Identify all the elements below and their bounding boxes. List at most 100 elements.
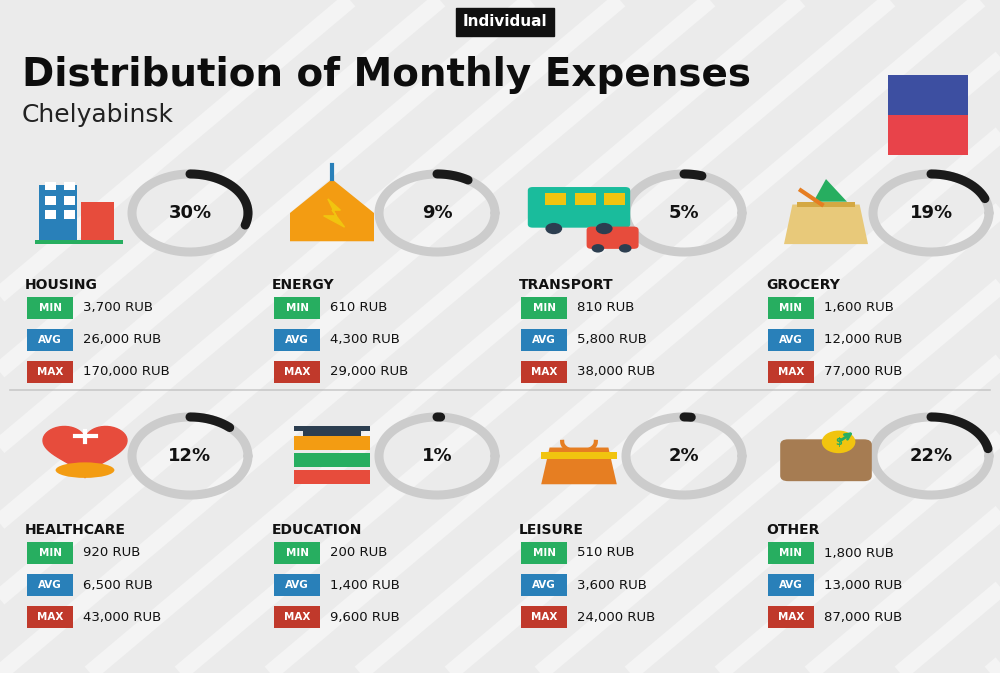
Bar — [797, 203, 855, 207]
Text: MAX: MAX — [284, 612, 310, 622]
Ellipse shape — [56, 462, 114, 478]
Bar — [64, 196, 74, 205]
Text: MIN: MIN — [38, 303, 62, 313]
Bar — [274, 574, 320, 596]
Text: 4,300 RUB: 4,300 RUB — [330, 334, 400, 347]
Text: 5%: 5% — [669, 204, 699, 222]
Text: 1,800 RUB: 1,800 RUB — [824, 546, 894, 559]
Bar — [521, 542, 567, 564]
Bar — [294, 426, 370, 431]
Text: Chelyabinsk: Chelyabinsk — [22, 103, 174, 127]
Text: MAX: MAX — [284, 367, 310, 377]
Bar — [274, 606, 320, 628]
Text: MAX: MAX — [531, 612, 557, 622]
Text: AVG: AVG — [532, 335, 556, 345]
Bar — [541, 452, 617, 459]
Text: 43,000 RUB: 43,000 RUB — [83, 610, 161, 623]
Circle shape — [822, 431, 855, 453]
Text: 77,000 RUB: 77,000 RUB — [824, 365, 902, 378]
Text: AVG: AVG — [38, 580, 62, 590]
Bar — [274, 361, 320, 383]
Text: MAX: MAX — [37, 367, 63, 377]
Text: 3,600 RUB: 3,600 RUB — [577, 579, 647, 592]
Text: GROCERY: GROCERY — [766, 278, 840, 292]
Circle shape — [545, 223, 562, 234]
Bar — [521, 297, 567, 319]
Bar — [81, 202, 114, 241]
Text: MIN: MIN — [532, 548, 556, 558]
FancyBboxPatch shape — [587, 227, 639, 249]
Text: MIN: MIN — [286, 548, 309, 558]
Bar — [274, 297, 320, 319]
FancyBboxPatch shape — [780, 439, 872, 481]
Text: 87,000 RUB: 87,000 RUB — [824, 610, 902, 623]
Text: AVG: AVG — [38, 335, 62, 345]
Bar — [45, 196, 56, 205]
Text: 2%: 2% — [669, 447, 699, 465]
Text: 30%: 30% — [168, 204, 212, 222]
Bar — [64, 210, 74, 219]
Text: 1,600 RUB: 1,600 RUB — [824, 302, 894, 314]
Text: 12,000 RUB: 12,000 RUB — [824, 334, 902, 347]
Polygon shape — [784, 205, 868, 244]
Text: EDUCATION: EDUCATION — [272, 523, 362, 537]
Text: 200 RUB: 200 RUB — [330, 546, 387, 559]
Bar — [27, 329, 73, 351]
Bar — [604, 193, 625, 205]
Text: 12%: 12% — [168, 447, 212, 465]
Text: AVG: AVG — [285, 335, 309, 345]
Bar — [521, 361, 567, 383]
Text: AVG: AVG — [779, 335, 803, 345]
Circle shape — [619, 244, 632, 252]
Text: AVG: AVG — [285, 580, 309, 590]
Text: 26,000 RUB: 26,000 RUB — [83, 334, 161, 347]
Text: TRANSPORT: TRANSPORT — [519, 278, 614, 292]
Bar — [768, 574, 814, 596]
Text: MIN: MIN — [286, 303, 309, 313]
Bar — [45, 182, 56, 190]
Bar — [294, 470, 370, 485]
Text: MIN: MIN — [38, 548, 62, 558]
Text: MAX: MAX — [778, 367, 804, 377]
Polygon shape — [290, 179, 374, 241]
Text: 24,000 RUB: 24,000 RUB — [577, 610, 655, 623]
Text: 19%: 19% — [909, 204, 953, 222]
Text: Individual: Individual — [463, 15, 547, 30]
Polygon shape — [324, 199, 345, 227]
Bar — [294, 436, 370, 450]
Bar — [575, 193, 596, 205]
Text: MAX: MAX — [531, 367, 557, 377]
Bar — [45, 210, 56, 219]
Text: AVG: AVG — [779, 580, 803, 590]
Text: 13,000 RUB: 13,000 RUB — [824, 579, 902, 592]
Text: $: $ — [835, 437, 842, 447]
Text: 510 RUB: 510 RUB — [577, 546, 635, 559]
Text: 6,500 RUB: 6,500 RUB — [83, 579, 153, 592]
Text: 810 RUB: 810 RUB — [577, 302, 634, 314]
Bar — [64, 182, 74, 190]
Text: ENERGY: ENERGY — [272, 278, 335, 292]
Polygon shape — [43, 427, 127, 478]
Bar — [768, 329, 814, 351]
Text: 22%: 22% — [909, 447, 953, 465]
Text: 1,400 RUB: 1,400 RUB — [330, 579, 400, 592]
Text: MIN: MIN — [532, 303, 556, 313]
Circle shape — [596, 223, 613, 234]
Polygon shape — [813, 179, 847, 202]
Bar — [888, 75, 968, 115]
Bar — [545, 193, 566, 205]
Text: MAX: MAX — [37, 612, 63, 622]
Text: Distribution of Monthly Expenses: Distribution of Monthly Expenses — [22, 56, 751, 94]
Text: OTHER: OTHER — [766, 523, 819, 537]
Bar — [768, 361, 814, 383]
Bar — [27, 542, 73, 564]
Text: 170,000 RUB: 170,000 RUB — [83, 365, 170, 378]
Bar — [27, 297, 73, 319]
Bar — [39, 184, 77, 241]
Text: 1%: 1% — [422, 447, 452, 465]
Bar — [27, 361, 73, 383]
Polygon shape — [541, 448, 617, 485]
FancyBboxPatch shape — [528, 187, 630, 227]
Bar — [35, 240, 123, 244]
Text: 5,800 RUB: 5,800 RUB — [577, 334, 647, 347]
